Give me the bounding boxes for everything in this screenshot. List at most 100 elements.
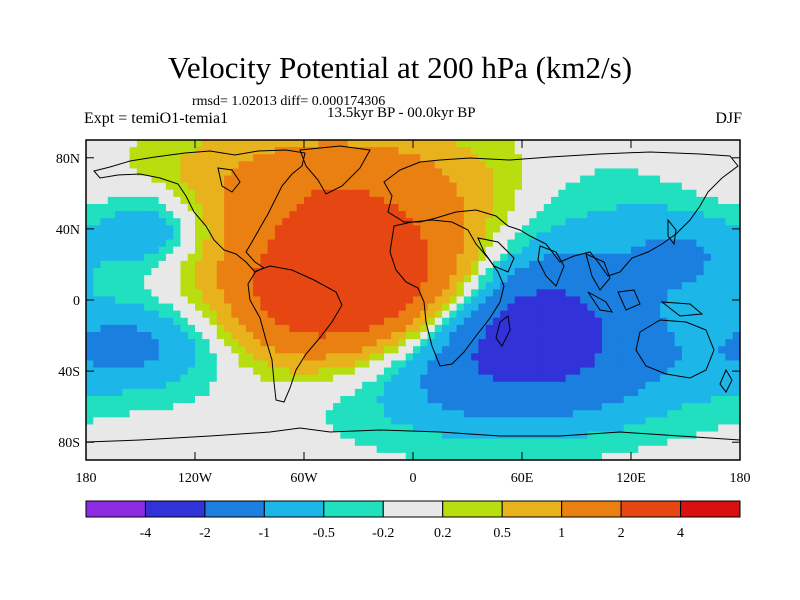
contour-cell	[216, 410, 225, 418]
contour-cell	[645, 246, 654, 255]
contour-cell	[529, 189, 538, 198]
contour-cell	[398, 339, 407, 347]
chart-title: Velocity Potential at 200 hPa (km2/s)	[167, 50, 633, 85]
contour-cell	[645, 452, 654, 460]
contour-cell	[529, 410, 538, 418]
contour-cell	[93, 424, 102, 433]
contour-cell	[107, 381, 116, 390]
contour-cell	[652, 182, 661, 191]
contour-cell	[260, 346, 269, 354]
contour-cell	[616, 246, 625, 255]
contour-cell	[180, 431, 189, 440]
contour-cell	[507, 445, 516, 454]
contour-cell	[631, 310, 639, 319]
contour-cell	[100, 154, 109, 162]
contour-cell	[471, 381, 479, 390]
contour-cell	[463, 438, 472, 447]
contour-cell	[311, 381, 320, 390]
contour-cell	[347, 381, 356, 390]
contour-cell	[318, 225, 327, 234]
contour-cell	[151, 225, 160, 234]
contour-cell	[136, 239, 145, 248]
contour-cell	[100, 417, 109, 426]
contour-cell	[645, 360, 654, 369]
contour-cell	[689, 196, 697, 205]
contour-cell	[398, 403, 407, 411]
contour-cell	[594, 182, 603, 191]
contour-cell	[333, 211, 341, 219]
contour-cell	[565, 196, 574, 205]
contour-cell	[165, 353, 174, 362]
contour-cell	[609, 388, 618, 397]
contour-cell	[267, 246, 276, 255]
contour-cell	[202, 303, 211, 312]
contour-cell	[165, 438, 174, 447]
contour-cell	[253, 431, 261, 440]
contour-cell	[681, 196, 690, 205]
contour-cell	[245, 232, 254, 241]
contour-cell	[180, 140, 189, 148]
contour-cell	[616, 154, 625, 162]
contour-cell	[623, 317, 632, 326]
contour-cell	[558, 396, 567, 404]
contour-cell	[165, 289, 174, 298]
contour-cell	[115, 147, 123, 155]
contour-cell	[623, 452, 632, 460]
contour-cell	[681, 275, 690, 283]
contour-cell	[478, 403, 487, 411]
contour-cell	[420, 289, 429, 298]
contour-cell	[514, 182, 523, 191]
contour-cell	[238, 417, 247, 426]
contour-cell	[398, 182, 407, 191]
contour-cell	[449, 239, 458, 248]
contour-cell	[689, 360, 697, 369]
contour-cell	[107, 196, 116, 205]
contour-cell	[333, 403, 341, 411]
contour-cell	[732, 289, 740, 298]
contour-cell	[209, 232, 218, 241]
contour-cell	[253, 317, 261, 326]
contour-cell	[136, 417, 145, 426]
contour-cell	[572, 268, 581, 276]
contour-cell	[173, 239, 182, 248]
contour-cell	[587, 445, 596, 454]
contour-cell	[674, 396, 683, 404]
contour-cell	[151, 204, 160, 212]
contour-cell	[325, 452, 334, 460]
contour-cell	[485, 445, 494, 454]
contour-cell	[253, 296, 261, 305]
contour-cell	[471, 367, 479, 376]
contour-cell	[623, 403, 632, 411]
contour-cell	[136, 260, 145, 269]
contour-cell	[507, 211, 516, 219]
contour-cell	[522, 196, 530, 205]
contour-cell	[689, 381, 697, 390]
contour-cell	[463, 182, 472, 191]
contour-cell	[652, 161, 661, 170]
contour-cell	[333, 310, 341, 319]
contour-cell	[151, 346, 160, 354]
contour-cell	[638, 452, 647, 460]
contour-cell	[398, 232, 407, 241]
contour-cell	[710, 317, 719, 326]
contour-cell	[311, 182, 320, 191]
contour-cell	[369, 417, 378, 426]
contour-cell	[107, 225, 116, 234]
contour-cell	[485, 218, 494, 226]
contour-cell	[253, 161, 261, 170]
contour-cell	[115, 324, 123, 333]
contour-cell	[238, 289, 247, 298]
contour-cell	[623, 431, 632, 440]
contour-cell	[427, 417, 436, 426]
contour-cell	[165, 140, 174, 148]
contour-cell	[253, 239, 261, 248]
contour-cell	[696, 360, 705, 369]
contour-cell	[434, 445, 443, 454]
contour-cell	[725, 339, 734, 347]
contour-cell	[151, 282, 160, 290]
contour-cell	[333, 396, 341, 404]
contour-cell	[456, 303, 465, 312]
contour-cell	[93, 360, 102, 369]
contour-cell	[362, 388, 370, 397]
contour-cell	[282, 140, 291, 148]
